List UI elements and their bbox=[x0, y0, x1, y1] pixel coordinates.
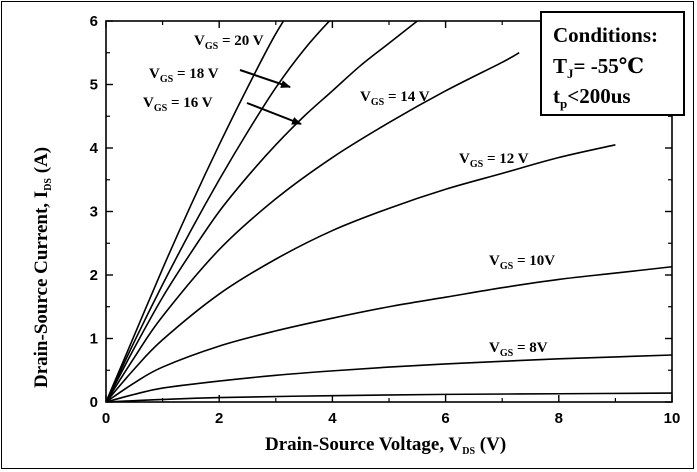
curve-series-1 bbox=[106, 21, 331, 402]
conditions-tp: tp<200us bbox=[553, 84, 631, 111]
label-vgs-20: VGS = 20 V bbox=[194, 33, 264, 52]
x-axis-title: Drain-Source Voltage, VDS (V) bbox=[265, 434, 506, 457]
label-vgs-14: VGS = 14 V bbox=[360, 89, 430, 108]
x-tick-label: 2 bbox=[215, 410, 223, 427]
y-tick-label: 1 bbox=[90, 331, 98, 348]
conditions-box-border bbox=[540, 11, 685, 116]
conditions-box: Conditions: TJ= -55℃ tp<200us bbox=[540, 11, 685, 116]
label-vgs-12: VGS = 12 V bbox=[459, 151, 529, 170]
curve-series-6 bbox=[106, 354, 672, 402]
curve-series-7 bbox=[106, 392, 672, 402]
y-tick-label: 2 bbox=[90, 267, 98, 284]
y-axis-title: Drain-Source Current, IDS (A) bbox=[31, 147, 54, 388]
y-tick-label: 3 bbox=[90, 204, 98, 221]
curve-series-4 bbox=[106, 144, 616, 402]
x-tick-label: 4 bbox=[328, 410, 337, 427]
arrow-vgs-18 bbox=[239, 69, 291, 88]
x-tick-label: 8 bbox=[555, 410, 563, 427]
conditions-tj: TJ= -55℃ bbox=[553, 54, 644, 81]
curve-series-5 bbox=[106, 265, 672, 402]
label-vgs-8: VGS = 8V bbox=[489, 340, 548, 359]
y-tick-label: 5 bbox=[90, 77, 98, 94]
x-tick-label: 0 bbox=[102, 410, 110, 427]
y-tick-label: 4 bbox=[90, 140, 99, 157]
curve-series-2 bbox=[106, 21, 419, 402]
label-vgs-16: VGS = 16 V bbox=[143, 95, 213, 114]
curves-layer bbox=[106, 21, 672, 402]
y-tick-label: 0 bbox=[90, 394, 98, 411]
label-vgs-18: VGS = 18 V bbox=[149, 66, 219, 85]
label-vgs-10: VGS = 10V bbox=[489, 253, 555, 272]
axes-layer: 0 2 4 6 8 10 0 1 2 3 4 5 6 bbox=[90, 13, 681, 427]
arrow-vgs-16 bbox=[246, 102, 302, 125]
x-tick-label: 10 bbox=[664, 410, 681, 427]
curve-series-0 bbox=[106, 21, 285, 402]
x-tick-label: 6 bbox=[441, 410, 449, 427]
y-tick-label: 6 bbox=[90, 13, 98, 30]
curve-series-3 bbox=[106, 52, 520, 402]
conditions-title: Conditions: bbox=[553, 23, 658, 47]
